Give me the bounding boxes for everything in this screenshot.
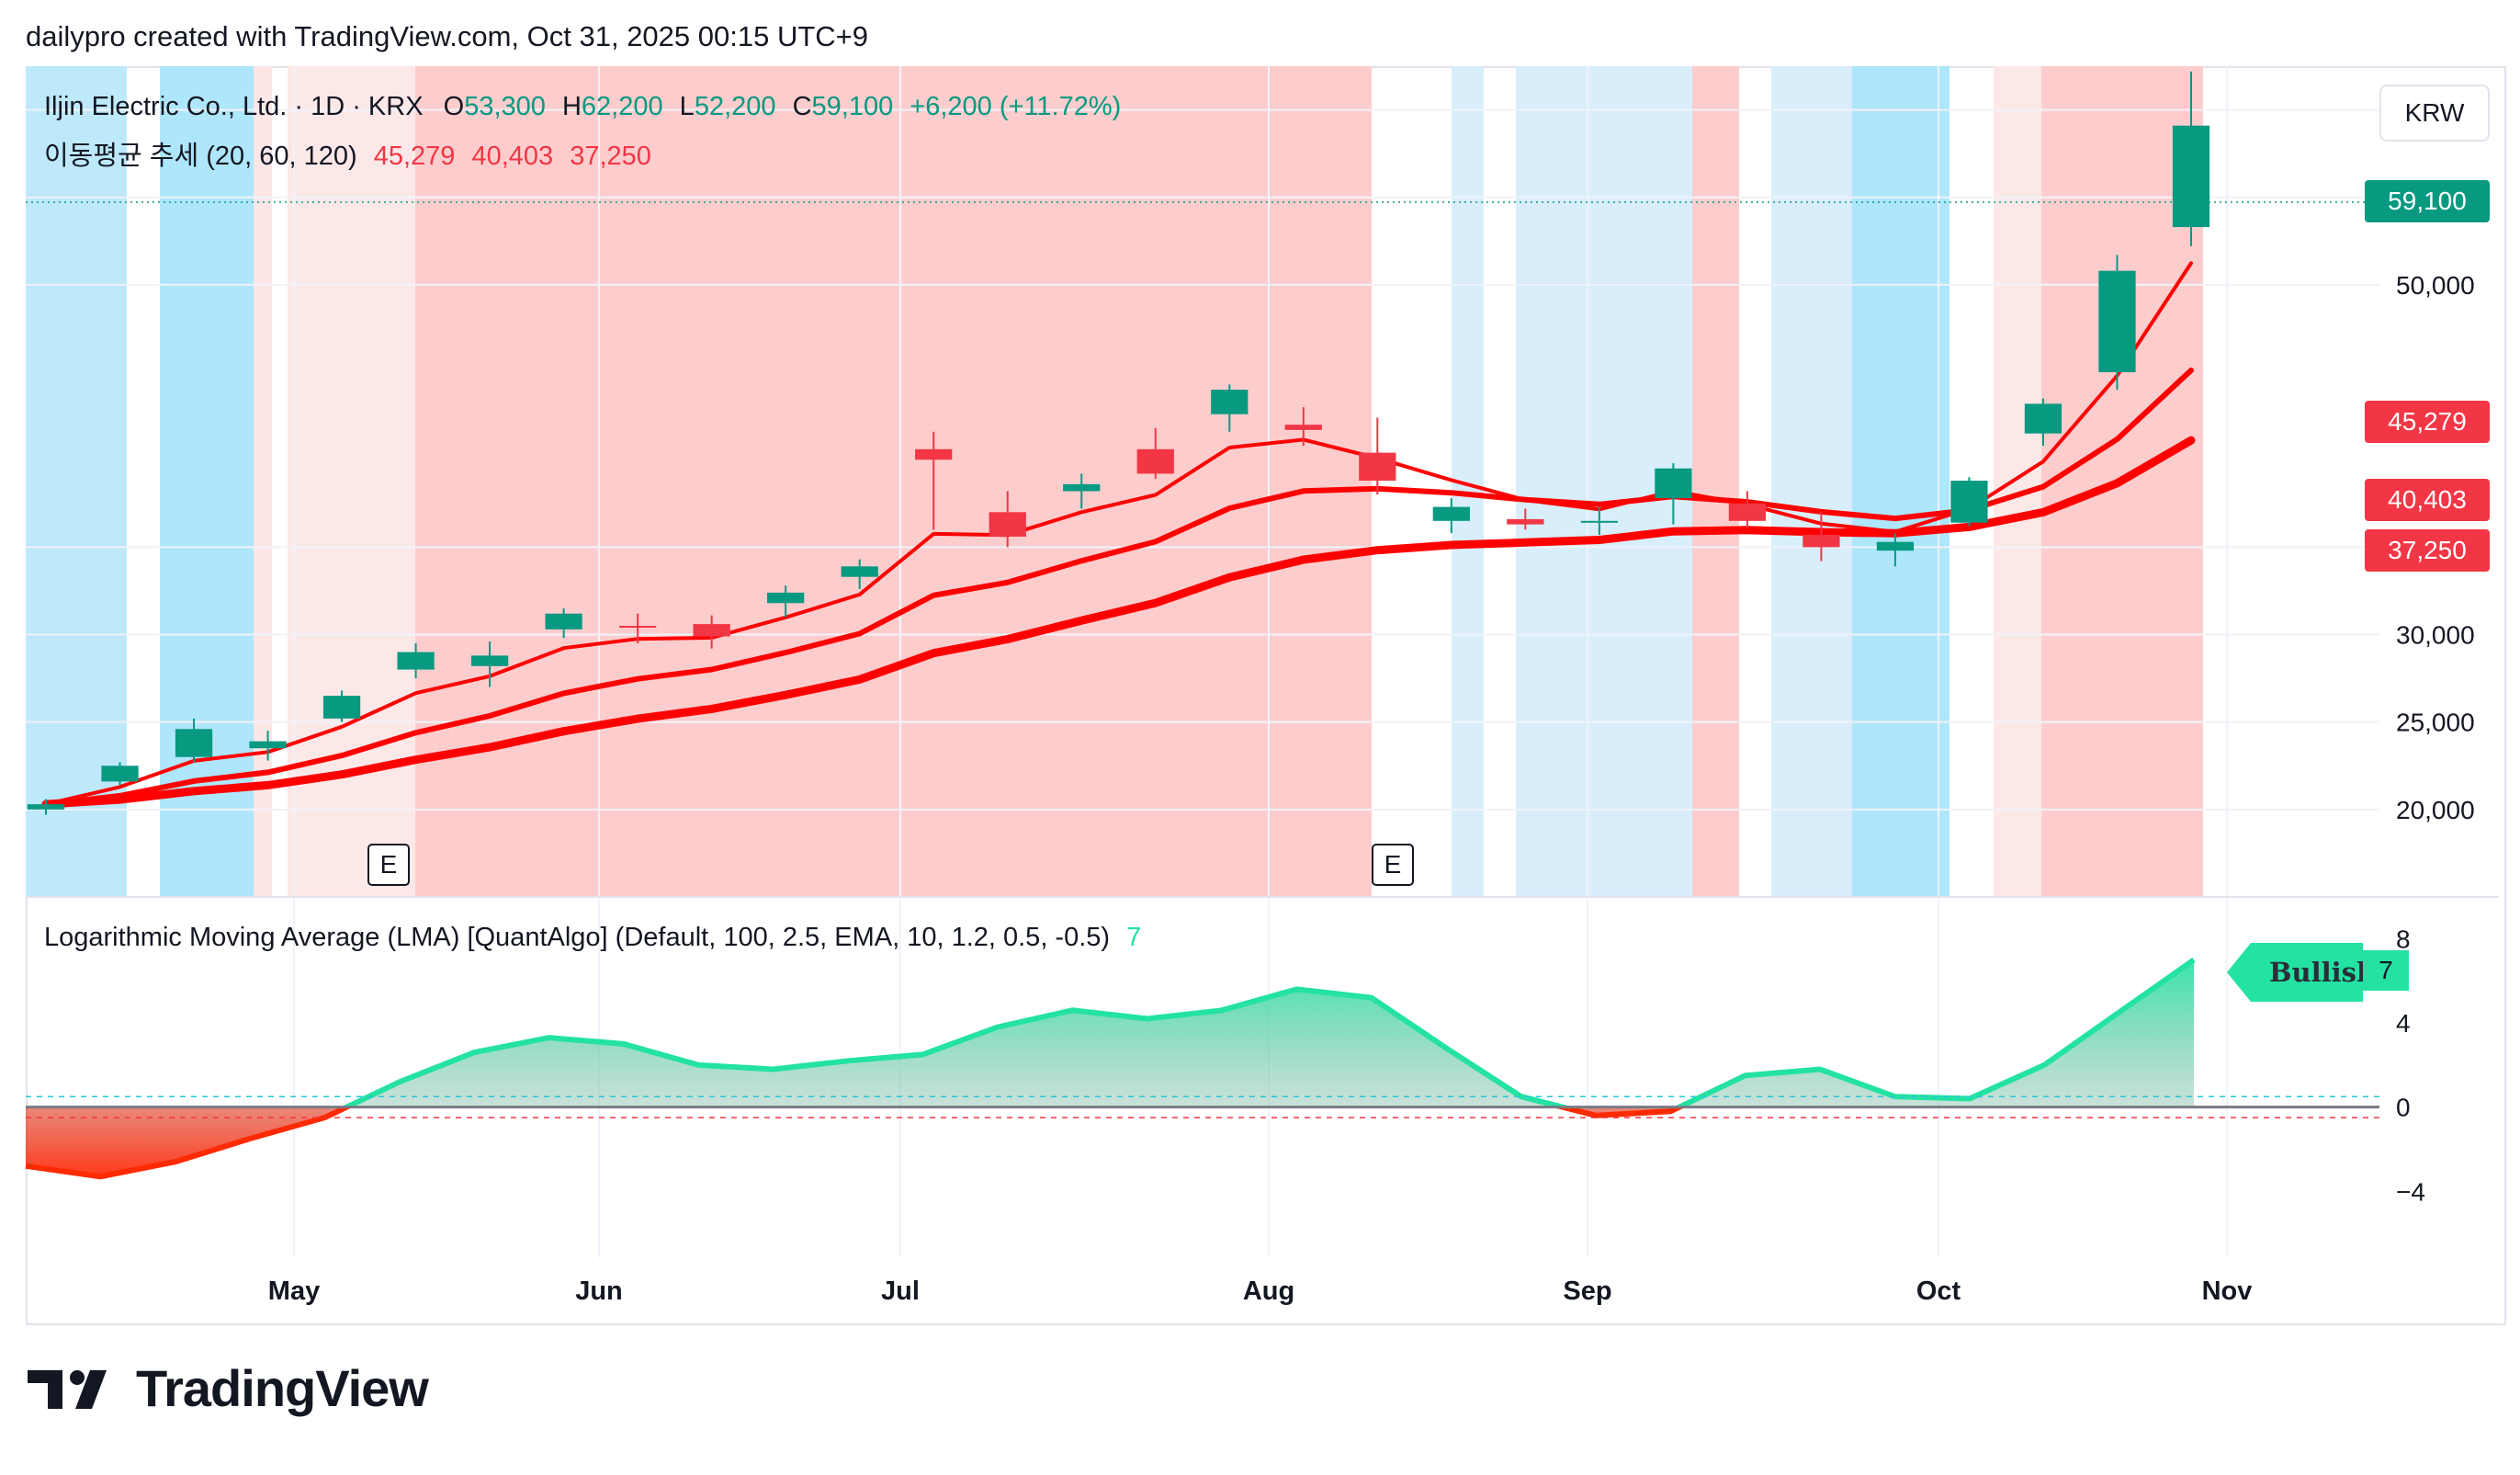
low-label: L [679,92,695,121]
osc-tick-label: −4 [2396,1177,2425,1206]
tradingview-logo[interactable]: TradingView [28,1358,429,1418]
ma-legend[interactable]: 이동평균 추세 (20, 60, 120) 45,279 40,403 37,2… [44,134,651,173]
regime-band-9 [1852,66,1949,897]
regime-band-10 [1994,66,2041,897]
lma-area-positive [346,959,2194,1107]
high-label: H [561,92,582,121]
last-price-tag: 59,100 [2365,180,2490,222]
candlesticks [27,71,2210,815]
moving-average-lines [41,261,2196,809]
candle-12 [915,448,953,460]
x-tick-label: Oct [1916,1276,1961,1306]
candle-6 [470,655,509,666]
bullish-badge-value: 7 [2363,950,2409,991]
candle-28 [2098,270,2136,373]
candle-14 [1063,483,1101,492]
bullish-badge: Bullish [2251,943,2363,1002]
currency-button[interactable]: KRW [2379,85,2490,142]
candle-10 [767,592,805,604]
candle-19 [1432,506,1470,521]
candle-15 [1136,448,1174,474]
symbol-legend[interactable]: Iljin Electric Co., Ltd. · 1D · KRX O53,… [44,92,1121,122]
candle-23 [1728,503,1767,521]
grid-lines [26,66,2499,1257]
x-tick-label: May [268,1276,320,1306]
attribution-text: dailypro created with TradingView.com, O… [26,20,869,52]
y-tick-label: 20,000 [2396,796,2475,824]
candle-3 [249,741,287,749]
candle-29 [2172,125,2210,228]
candle-4 [322,696,361,719]
regime-band-1 [160,66,254,897]
high-value: 62,200 [581,92,663,121]
candle-13 [989,512,1026,537]
lma-line-positive [340,957,2196,1107]
candle-18 [1359,452,1396,482]
regime-band-2 [254,66,272,897]
x-tick-label: Sep [1563,1276,1611,1306]
background-bands [26,66,2203,897]
candle-22 [1655,468,1692,499]
candle-11 [841,566,878,577]
x-tick-label: Jul [881,1276,920,1306]
brand-name: TradingView [136,1359,429,1417]
candle-20 [1507,518,1544,525]
candle-1 [101,766,139,782]
ma60-price-tag: 40,403 [2365,479,2490,521]
indicator-value: 7 [1126,923,1142,952]
regime-band-8 [1771,66,1852,897]
candle-16 [1211,390,1249,414]
candle-7 [545,613,582,630]
ma120-value: 37,250 [570,142,651,171]
ma20-price-tag: 45,279 [2365,401,2490,443]
osc-tick-label: 0 [2396,1094,2411,1122]
candle-9 [693,624,730,637]
candle-0 [27,804,65,810]
ma-line-1 [44,261,2193,807]
candle-5 [397,652,435,670]
earnings-marker-may[interactable]: E [367,844,410,886]
y-tick-label: 50,000 [2396,271,2475,300]
open-value: 53,300 [464,92,546,121]
regime-band-0 [26,66,127,897]
x-tick-label: Aug [1243,1276,1294,1306]
lma-oscillator [25,957,2379,1180]
x-tick-label: Nov [2202,1276,2253,1306]
candle-21 [1580,520,1618,523]
open-label: O [443,92,465,121]
y-tick-label: 30,000 [2396,621,2475,650]
indicator-legend[interactable]: Logarithmic Moving Average (LMA) [QuantA… [44,923,1141,953]
candle-17 [1284,425,1322,430]
regime-band-4 [415,66,1372,897]
indicator-title: Logarithmic Moving Average (LMA) [QuantA… [44,923,1111,952]
bullish-badge-arrow [2227,943,2251,1002]
candle-8 [619,626,657,629]
close-value: 59,100 [811,92,894,121]
close-label: C [792,92,812,121]
y-tick-label: 25,000 [2396,709,2475,737]
candle-25 [1876,541,1915,551]
candle-27 [2024,403,2062,434]
candle-2 [175,729,213,757]
x-tick-label: Jun [575,1276,623,1306]
osc-tick-label: 4 [2396,1009,2411,1038]
tradingview-logo-icon [28,1369,107,1409]
ma-line-3 [41,436,2196,809]
lma-area-negative [26,1106,2194,1177]
ma60-value: 40,403 [471,142,554,171]
change-value: +6,200 (+11.72%) [910,92,1122,121]
regime-band-3 [288,66,415,897]
low-value: 52,200 [694,92,776,121]
ma120-price-tag: 37,250 [2365,529,2490,572]
osc-tick-label: 8 [2396,925,2411,953]
ma-title: 이동평균 추세 (20, 60, 120) [44,142,357,171]
ma20-value: 45,279 [373,142,456,171]
symbol-name: Iljin Electric Co., Ltd. · 1D · KRX [44,92,424,121]
candle-26 [1950,481,1988,523]
candle-24 [1802,535,1840,548]
earnings-marker-aug[interactable]: E [1372,844,1414,886]
regime-band-7 [1692,66,1739,897]
ma-line-2 [43,367,2194,808]
